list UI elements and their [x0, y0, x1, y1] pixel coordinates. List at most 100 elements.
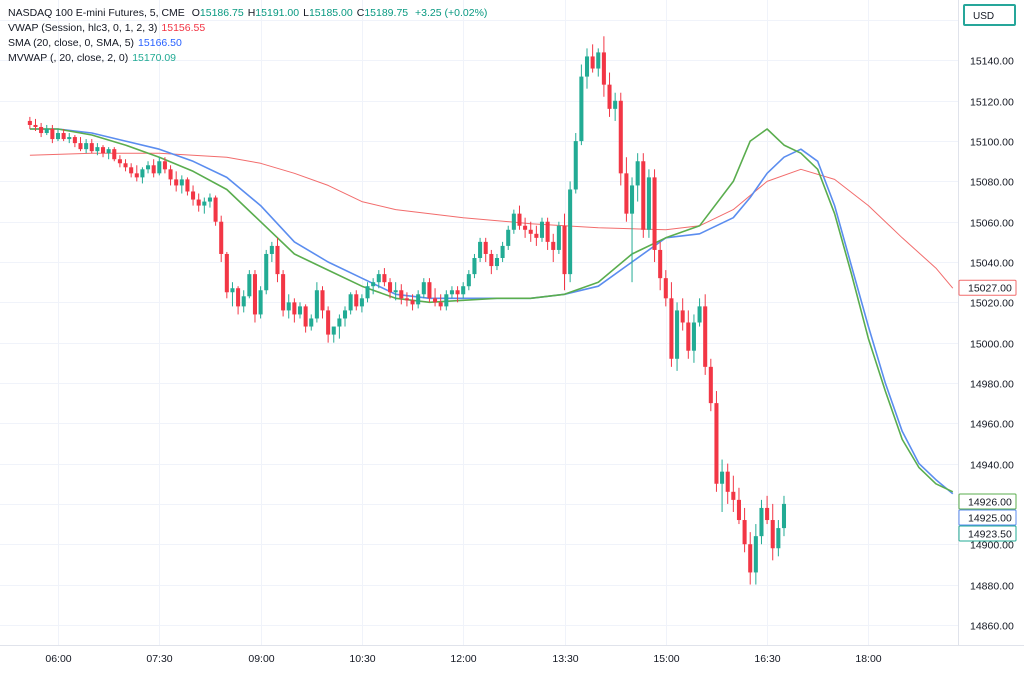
candle-body — [427, 282, 432, 299]
candle — [404, 292, 409, 307]
candle-body — [669, 298, 674, 359]
sma-line — [29, 128, 954, 495]
candle — [314, 282, 319, 323]
candle — [72, 135, 77, 148]
candle-body — [483, 241, 488, 254]
candle-body — [134, 173, 139, 178]
y-tick-label: 15120.00 — [970, 97, 1014, 109]
candle — [444, 290, 449, 311]
candle-body — [382, 274, 387, 283]
price-label-box — [958, 493, 1017, 510]
price-label-text: 14925.00 — [968, 513, 1012, 525]
candle — [534, 225, 539, 246]
candle — [281, 270, 286, 317]
candle — [703, 294, 708, 375]
candle-body — [44, 129, 49, 134]
candle — [157, 157, 162, 176]
candle-body — [275, 245, 280, 275]
candle-body — [635, 161, 640, 186]
time-axis[interactable]: 06:00 07:30 09:00 10:30 12:00 13:30 15:00 16:30… — [45, 653, 881, 665]
candle-body — [146, 165, 151, 170]
candle-body — [140, 169, 145, 178]
candle — [759, 499, 764, 545]
candle — [663, 270, 668, 307]
candle — [630, 177, 635, 283]
candle-body — [359, 298, 364, 307]
candle — [388, 278, 393, 299]
candle — [129, 163, 134, 178]
candle — [275, 237, 280, 283]
candle — [303, 304, 308, 333]
candle — [753, 524, 758, 585]
candle — [39, 122, 44, 138]
candle-body — [230, 288, 235, 293]
candle — [416, 290, 421, 309]
x-tick-label: 18:00 — [855, 653, 881, 665]
candle — [635, 153, 640, 202]
candle — [89, 139, 94, 154]
candle-body — [393, 290, 398, 293]
candle — [736, 487, 741, 525]
candle-body — [39, 126, 44, 134]
candle-body — [224, 253, 229, 293]
candle-body — [33, 124, 38, 127]
candle-body — [100, 147, 106, 154]
candle — [252, 270, 257, 323]
candle — [117, 155, 122, 168]
candle — [607, 72, 612, 117]
candle-body — [753, 536, 758, 573]
candle-body — [461, 286, 466, 295]
candle — [658, 241, 663, 291]
candle-body — [731, 491, 736, 500]
candle-body — [309, 318, 314, 327]
candle-body — [691, 322, 696, 351]
y-tick-label: 14860.00 — [970, 621, 1014, 633]
candle-body — [528, 229, 533, 234]
candle-body — [641, 161, 646, 230]
candle — [185, 177, 190, 196]
candle — [466, 270, 471, 291]
candle-body — [151, 165, 156, 174]
candle — [568, 181, 573, 283]
candle-body — [78, 143, 83, 150]
candle — [146, 161, 151, 174]
candle — [494, 253, 499, 271]
y-tick-label: 15140.00 — [970, 56, 1014, 68]
price-labels: 15027.00 14926.00 14925.00 14923.50 — [958, 279, 1017, 542]
candle-body — [303, 306, 308, 327]
candle — [399, 284, 404, 305]
candle-body — [573, 141, 578, 190]
candle-body — [112, 149, 117, 160]
candle-body — [320, 290, 325, 311]
candle — [765, 495, 770, 525]
candle — [100, 145, 106, 158]
candle-body — [174, 179, 179, 186]
candle — [140, 167, 145, 184]
currency-button[interactable]: USD — [963, 4, 1016, 26]
candle-body — [646, 177, 651, 230]
candles — [27, 36, 787, 585]
candle-body — [365, 286, 370, 299]
candle-body — [472, 258, 477, 275]
candle-body — [720, 471, 725, 484]
candle — [708, 358, 713, 412]
candle — [264, 249, 269, 295]
y-tick-label: 15060.00 — [970, 218, 1014, 230]
candle — [134, 165, 139, 182]
candle-body — [584, 56, 590, 77]
candle — [359, 294, 364, 313]
candle — [331, 326, 336, 343]
candle — [202, 197, 207, 214]
candle-body — [219, 221, 224, 254]
price-label-text: 15027.00 — [968, 283, 1012, 295]
candle-body — [680, 310, 685, 323]
candle-body — [506, 229, 511, 246]
candle — [297, 302, 303, 319]
x-tick-label: 16:30 — [754, 653, 780, 665]
candle-body — [371, 282, 376, 287]
candle — [219, 215, 224, 263]
candle — [95, 143, 100, 156]
grid-lines — [0, 0, 958, 645]
candle — [67, 133, 72, 144]
